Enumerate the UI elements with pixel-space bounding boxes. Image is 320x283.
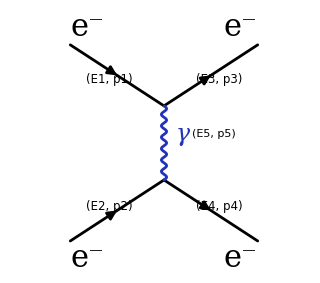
Text: e⁻: e⁻ — [70, 243, 104, 274]
Text: (E4, p4): (E4, p4) — [196, 200, 243, 213]
Text: (E1, p1): (E1, p1) — [85, 73, 132, 86]
Text: e⁻: e⁻ — [224, 243, 258, 274]
Text: e⁻: e⁻ — [224, 12, 258, 43]
Text: γ: γ — [176, 123, 190, 146]
Text: (E5, p5): (E5, p5) — [192, 129, 236, 139]
Text: e⁻: e⁻ — [70, 12, 104, 43]
Text: (E2, p2): (E2, p2) — [85, 200, 132, 213]
Text: (E3, p3): (E3, p3) — [196, 73, 243, 86]
